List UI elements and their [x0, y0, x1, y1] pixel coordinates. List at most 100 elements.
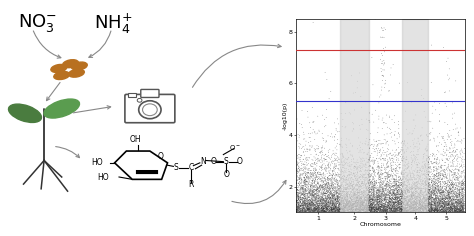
Point [334, 210, 342, 214]
Point [458, 205, 466, 209]
Point [341, 210, 348, 214]
Point [371, 185, 378, 189]
Point [361, 192, 368, 196]
Point [331, 195, 339, 199]
Point [393, 207, 401, 211]
Point [408, 202, 416, 206]
Point [354, 194, 362, 198]
Point [311, 196, 319, 199]
Point [334, 208, 341, 211]
Point [397, 191, 404, 195]
Point [328, 99, 335, 103]
Point [367, 209, 374, 213]
Point [355, 210, 363, 214]
Point [298, 209, 306, 213]
Point [379, 188, 386, 192]
Ellipse shape [51, 64, 67, 72]
Point [364, 210, 372, 214]
Point [389, 174, 397, 178]
Point [332, 198, 339, 201]
Point [365, 201, 373, 205]
Point [314, 175, 321, 179]
Point [376, 189, 383, 193]
Point [336, 206, 344, 209]
Point [419, 204, 427, 208]
Point [332, 127, 340, 131]
Point [378, 198, 385, 201]
Point [447, 203, 455, 207]
Point [359, 162, 367, 166]
Point [328, 203, 336, 207]
Point [373, 207, 380, 211]
Point [425, 205, 432, 209]
Point [299, 208, 306, 211]
Point [365, 193, 373, 196]
Point [302, 202, 310, 206]
Point [301, 203, 309, 207]
Point [409, 191, 416, 195]
Point [401, 199, 408, 202]
Point [416, 196, 424, 199]
Point [317, 201, 325, 205]
Point [432, 181, 439, 185]
Point [406, 205, 413, 208]
Point [443, 168, 450, 171]
Point [412, 204, 420, 208]
Point [449, 207, 456, 211]
Point [428, 200, 435, 204]
Point [450, 200, 458, 204]
Point [387, 206, 395, 210]
Point [427, 203, 435, 207]
Point [422, 207, 429, 211]
Point [331, 167, 339, 170]
Point [329, 192, 337, 196]
Point [410, 182, 417, 186]
Point [312, 203, 320, 207]
Point [399, 185, 406, 188]
Point [344, 192, 351, 196]
Point [317, 208, 325, 212]
Point [369, 185, 376, 188]
Point [299, 189, 306, 193]
Point [359, 200, 366, 204]
Point [328, 208, 336, 212]
Point [305, 210, 313, 214]
Point [385, 182, 393, 186]
Point [443, 175, 451, 179]
Point [360, 208, 367, 212]
Point [395, 202, 403, 206]
Point [442, 173, 449, 177]
Point [328, 183, 336, 186]
Point [301, 196, 309, 199]
Point [313, 206, 320, 210]
Point [301, 180, 309, 184]
Point [444, 194, 451, 197]
Point [315, 189, 322, 193]
Point [421, 182, 429, 186]
Point [323, 207, 330, 211]
Point [396, 195, 403, 199]
Point [360, 210, 368, 214]
Point [392, 180, 400, 184]
Point [356, 193, 363, 197]
Point [350, 203, 358, 207]
Point [364, 161, 371, 164]
Point [406, 191, 413, 194]
Point [325, 202, 333, 205]
Point [313, 203, 321, 207]
Point [424, 156, 431, 160]
Point [432, 195, 439, 199]
Point [413, 207, 421, 211]
Point [402, 206, 410, 210]
Point [386, 209, 394, 213]
Point [344, 186, 352, 190]
Point [295, 195, 302, 199]
Point [308, 194, 316, 198]
Point [304, 183, 312, 187]
Point [322, 206, 329, 210]
Point [391, 189, 399, 192]
Point [399, 201, 406, 204]
Point [325, 207, 333, 211]
Point [309, 208, 317, 212]
Point [362, 183, 370, 186]
